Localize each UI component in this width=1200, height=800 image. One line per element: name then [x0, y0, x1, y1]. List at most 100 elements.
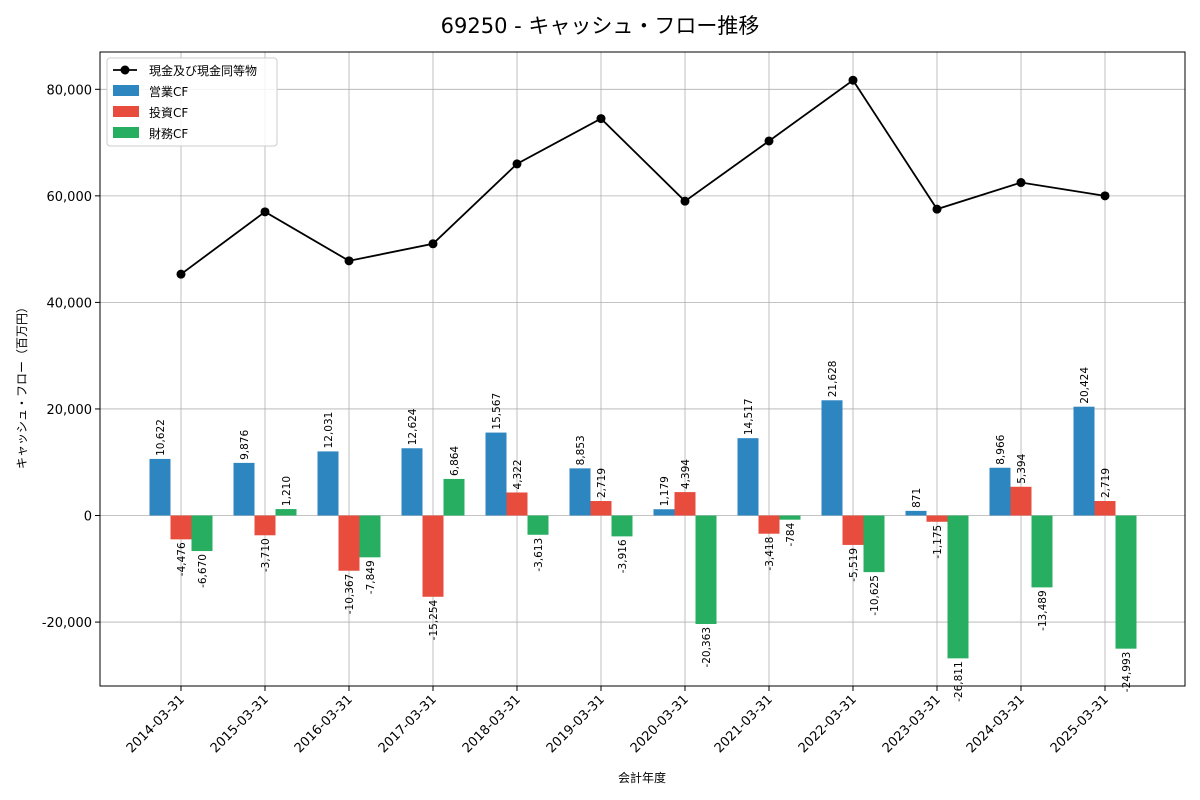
cash-point: [428, 239, 438, 249]
bar: [1073, 406, 1095, 516]
bar-labels: 10,622 9,876 12,031 12,624 15,567 8,853 1,179 1…: [155, 361, 1133, 702]
y-tick-label: -20,000: [42, 616, 92, 631]
data-label: 4,322: [512, 459, 524, 489]
bar: [569, 468, 591, 516]
y-tick-label: 80,000: [47, 83, 93, 98]
x-tick-label: 2022-03-31: [796, 692, 860, 756]
x-tick-label: 2017-03-31: [376, 692, 440, 756]
bar: [758, 515, 780, 534]
bar: [506, 492, 528, 516]
data-label: 12,031: [323, 412, 335, 449]
bar: [674, 492, 696, 516]
data-label: -13,489: [1037, 590, 1049, 631]
y-tick-label: 0: [84, 510, 92, 525]
x-tick-label: 2019-03-31: [544, 692, 608, 756]
bar: [1010, 486, 1032, 516]
cash-point: [764, 136, 774, 146]
bar: [254, 515, 276, 536]
bar: [842, 515, 864, 545]
data-label: -1,175: [932, 525, 944, 559]
cash-point: [1016, 178, 1026, 188]
bar: [1031, 515, 1053, 588]
legend-swatch: [113, 106, 139, 117]
cash-point: [512, 159, 522, 169]
data-label: -24,993: [1121, 652, 1133, 693]
cash-point: [596, 114, 606, 124]
bar: [1094, 501, 1116, 516]
bar: [863, 515, 885, 573]
legend-swatch: [113, 85, 139, 96]
bar: [989, 467, 1011, 516]
data-label: -20,363: [701, 627, 713, 668]
bar: [149, 458, 171, 516]
bar: [338, 515, 360, 571]
x-tick-label: 2015-03-31: [208, 692, 272, 756]
bar: [611, 515, 633, 537]
plot-frame: [99, 51, 1186, 687]
legend-box: [106, 57, 278, 147]
data-label: 9,876: [239, 430, 251, 460]
bars: [149, 400, 1137, 659]
cash-point: [848, 75, 858, 85]
bar: [926, 515, 948, 522]
x-axis-label: 会計年度: [618, 770, 666, 785]
bar: [275, 509, 297, 516]
data-label: -26,811: [953, 661, 965, 702]
bar: [317, 451, 339, 516]
bar: [401, 448, 423, 516]
chart-title: 69250 - キャッシュ・フロー推移: [441, 14, 760, 38]
x-tick-label: 2018-03-31: [460, 692, 524, 756]
data-label: -10,625: [869, 575, 881, 616]
bar: [422, 515, 444, 597]
y-axis-label: キャッシュ・フロー（百万円）: [15, 301, 29, 469]
cash-point: [260, 207, 270, 217]
bar: [359, 515, 381, 558]
bar: [191, 515, 213, 552]
cash-point: [932, 204, 942, 214]
legend-label: 財務CF: [149, 126, 188, 141]
data-label: 12,624: [407, 408, 419, 445]
x-tick-label: 2024-03-31: [964, 692, 1028, 756]
x-tick-label: 2020-03-31: [628, 692, 692, 756]
legend-label: 投資CF: [149, 105, 188, 120]
data-label: 1,210: [281, 476, 293, 506]
grid: [100, 52, 1185, 686]
y-axis-ticks: -20,000 0 20,000 40,000 60,000 80,000: [42, 83, 100, 631]
cash-point: [1100, 191, 1110, 201]
bar: [905, 510, 927, 516]
bar: [233, 462, 255, 516]
data-label: -5,519: [848, 548, 860, 582]
x-tick-label: 2021-03-31: [712, 692, 776, 756]
data-label: 6,864: [449, 446, 461, 476]
data-label: 871: [911, 488, 923, 508]
data-label: 8,966: [995, 434, 1007, 464]
bar: [821, 400, 843, 516]
x-tick-label: 2016-03-31: [292, 692, 356, 756]
data-label: 15,567: [491, 393, 503, 430]
data-label: 2,719: [1100, 468, 1112, 498]
data-label: 14,517: [743, 398, 755, 435]
data-label: -4,476: [176, 542, 188, 576]
data-label: -784: [785, 522, 797, 546]
x-tick-label: 2014-03-31: [124, 692, 188, 756]
legend-label: 営業CF: [149, 85, 188, 99]
legend-line-marker: [120, 65, 130, 75]
y-tick-label: 60,000: [47, 190, 93, 205]
legend-swatch: [113, 127, 139, 138]
data-label: -3,916: [617, 539, 629, 573]
bar: [695, 515, 717, 625]
cash-point: [176, 269, 186, 279]
data-label: -3,710: [260, 538, 272, 572]
bar: [527, 515, 549, 535]
cash-point: [344, 256, 354, 266]
data-label: 21,628: [827, 361, 839, 398]
x-tick-label: 2025-03-31: [1048, 692, 1112, 756]
data-label: 10,622: [155, 419, 167, 456]
bar: [590, 501, 612, 516]
data-label: 5,394: [1016, 453, 1028, 483]
y-tick-label: 20,000: [47, 403, 93, 418]
data-label: 2,719: [596, 468, 608, 498]
bar: [443, 478, 465, 516]
bar: [1115, 515, 1137, 649]
